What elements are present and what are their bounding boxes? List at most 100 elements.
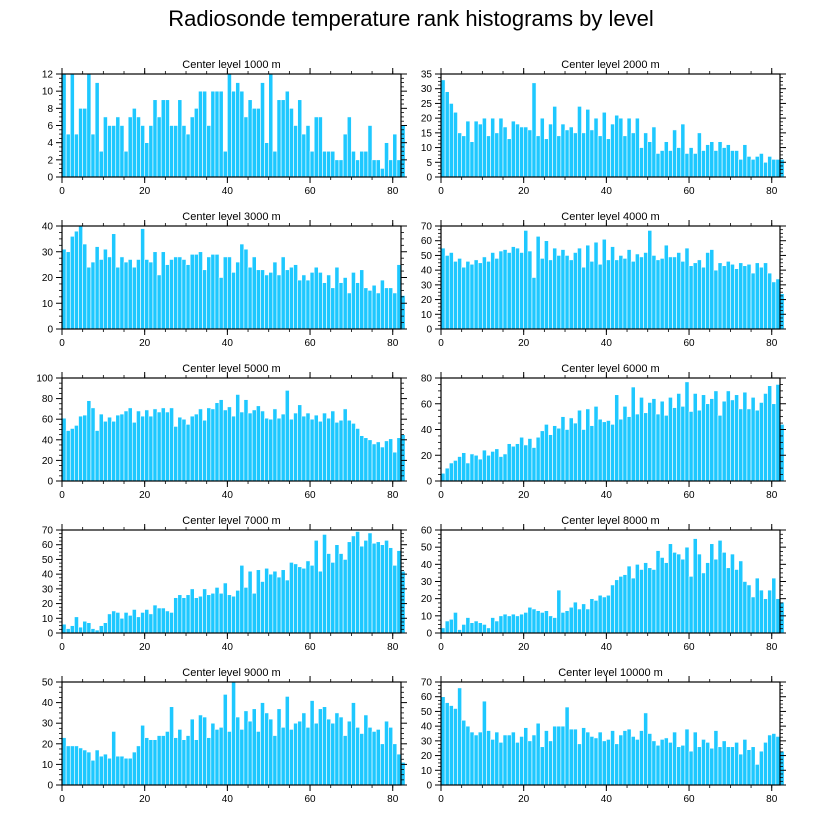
histogram-bar bbox=[701, 266, 706, 330]
histogram-bar bbox=[363, 287, 369, 330]
panel-title: Center level 2000 m bbox=[561, 59, 659, 71]
histogram-bar bbox=[680, 406, 686, 482]
histogram-bar bbox=[692, 153, 698, 178]
histogram-bar bbox=[388, 159, 394, 178]
panel-title: Center level 9000 m bbox=[182, 667, 280, 679]
histogram-bar bbox=[396, 753, 402, 786]
histogram-bar bbox=[568, 126, 574, 178]
histogram-bar bbox=[725, 144, 731, 178]
histogram-bar bbox=[156, 274, 162, 330]
histogram-bar bbox=[601, 421, 607, 482]
histogram-bar bbox=[444, 702, 450, 786]
histogram-bar bbox=[239, 243, 245, 330]
histogram-bar bbox=[746, 584, 752, 634]
histogram-bar bbox=[742, 581, 748, 634]
histogram-bar bbox=[738, 560, 744, 634]
histogram-bar bbox=[457, 687, 462, 786]
histogram-bar bbox=[618, 734, 624, 786]
histogram-bar bbox=[465, 261, 471, 330]
histogram-bar bbox=[548, 259, 553, 330]
histogram-bar bbox=[169, 407, 174, 482]
y-tick-label: 35 bbox=[421, 70, 433, 81]
histogram-bar bbox=[763, 598, 768, 634]
histogram-bar bbox=[717, 262, 723, 330]
histogram-bar bbox=[626, 728, 632, 786]
histogram-bar bbox=[709, 543, 715, 634]
histogram-bar bbox=[318, 708, 323, 786]
histogram-bar bbox=[750, 159, 756, 178]
x-tick-label: 0 bbox=[438, 338, 444, 349]
histogram-bar bbox=[98, 413, 104, 482]
histogram-bar bbox=[465, 617, 471, 634]
x-tick-label: 60 bbox=[683, 186, 695, 197]
histogram-bar bbox=[754, 262, 760, 330]
histogram-bar bbox=[355, 727, 360, 786]
histogram-bar bbox=[738, 753, 744, 786]
histogram-bar bbox=[622, 135, 628, 178]
histogram-bar bbox=[148, 613, 154, 634]
histogram-bar bbox=[260, 410, 265, 482]
histogram-bar bbox=[585, 731, 591, 786]
histogram-bar bbox=[593, 241, 599, 330]
histogram-bar bbox=[268, 718, 274, 786]
histogram-bar bbox=[392, 451, 398, 482]
histogram-bar bbox=[400, 295, 406, 330]
histogram-bar bbox=[477, 123, 483, 178]
histogram-bar bbox=[214, 402, 220, 482]
histogram-bar bbox=[730, 263, 735, 330]
histogram-bar bbox=[272, 735, 278, 786]
histogram-bar bbox=[697, 409, 702, 482]
histogram-bar bbox=[482, 449, 487, 482]
histogram-bar bbox=[127, 259, 133, 330]
histogram-bar bbox=[305, 412, 311, 482]
histogram-bar bbox=[231, 415, 236, 482]
histogram-bar bbox=[531, 734, 537, 786]
histogram-bar bbox=[165, 610, 170, 634]
histogram-bar bbox=[371, 731, 377, 786]
histogram-bar bbox=[515, 247, 520, 330]
histogram-bar bbox=[564, 429, 570, 482]
histogram-bar bbox=[107, 757, 112, 786]
histogram-bar bbox=[148, 125, 154, 178]
histogram-bar bbox=[448, 618, 454, 634]
histogram-bar bbox=[539, 258, 545, 330]
histogram-bar bbox=[490, 117, 496, 178]
histogram-bar bbox=[78, 108, 83, 178]
histogram-bar bbox=[568, 259, 574, 330]
histogram-bar bbox=[684, 546, 690, 634]
x-tick-label: 40 bbox=[601, 338, 613, 349]
histogram-bar bbox=[635, 253, 640, 330]
histogram-bar bbox=[309, 700, 315, 786]
histogram-bar bbox=[152, 251, 158, 330]
histogram-bar bbox=[717, 141, 723, 178]
histogram-bar bbox=[131, 609, 137, 634]
histogram-bar bbox=[725, 390, 731, 482]
histogram-bar bbox=[742, 144, 748, 178]
histogram-bar bbox=[322, 412, 327, 482]
histogram-bar bbox=[272, 150, 278, 178]
histogram-bar bbox=[779, 424, 785, 482]
histogram-bar bbox=[742, 391, 748, 482]
histogram-bar bbox=[177, 594, 183, 634]
histogram-bar bbox=[701, 739, 706, 786]
histogram-bar bbox=[107, 256, 112, 330]
histogram-bar bbox=[531, 447, 537, 482]
histogram-bar bbox=[668, 256, 673, 330]
x-tick-label: 0 bbox=[438, 490, 444, 501]
histogram-bar bbox=[144, 737, 150, 786]
histogram-bar bbox=[384, 539, 389, 634]
histogram-bar bbox=[359, 435, 365, 482]
histogram-bar bbox=[284, 390, 290, 482]
histogram-bar bbox=[539, 612, 545, 634]
histogram-bar bbox=[351, 272, 356, 330]
histogram-bar bbox=[461, 624, 467, 634]
histogram-bar bbox=[775, 159, 781, 178]
histogram-bar bbox=[218, 277, 224, 330]
histogram-bar bbox=[351, 150, 356, 178]
histogram-bar bbox=[655, 413, 661, 482]
histogram-bar bbox=[779, 293, 785, 330]
histogram-bar bbox=[202, 716, 207, 786]
x-tick-label: 20 bbox=[139, 186, 151, 197]
histogram-bar bbox=[301, 133, 307, 178]
histogram-bar bbox=[618, 117, 624, 178]
